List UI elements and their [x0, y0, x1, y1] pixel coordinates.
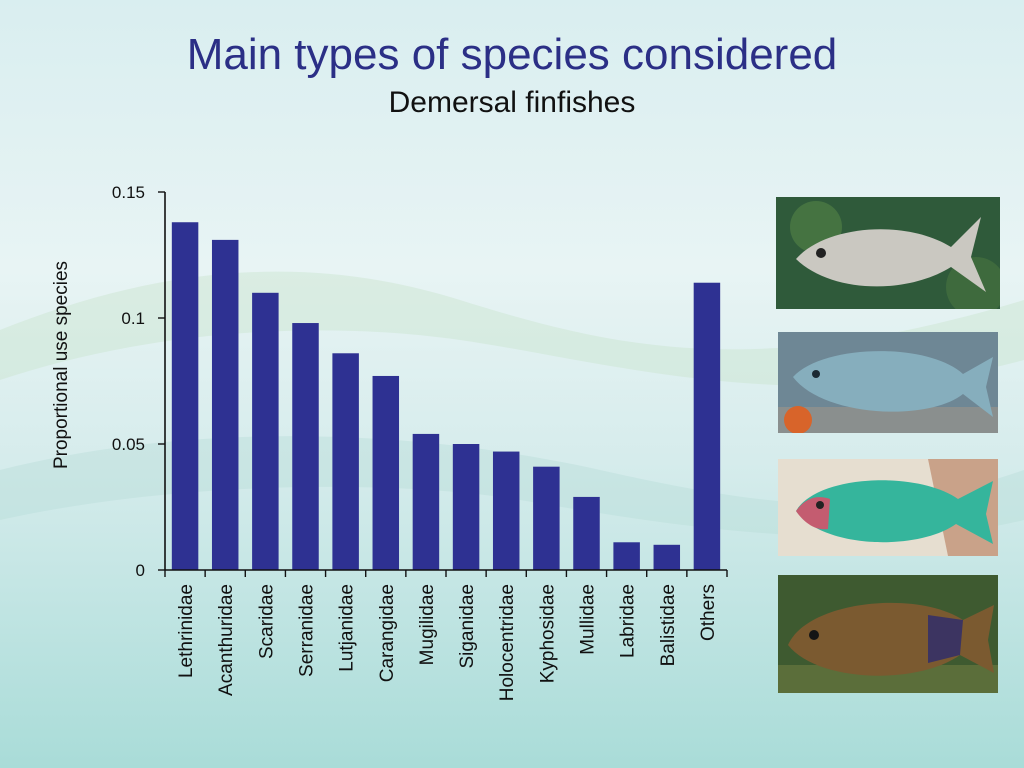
bar-labridae — [613, 542, 640, 570]
y-axis-label: Proportional use species — [51, 261, 72, 469]
bar-scaridae — [252, 292, 279, 570]
x-tick-label: Labridae — [618, 584, 639, 658]
x-tick-label: Kyphosidae — [537, 584, 558, 683]
bar-serranidae — [292, 323, 319, 570]
x-tick-label: Holocentridae — [497, 584, 518, 701]
slide-title: Main types of species considered — [186, 30, 838, 79]
x-tick-label: Lutjanidae — [337, 584, 358, 672]
bar-others — [693, 282, 721, 570]
bar-lutjanidae — [332, 353, 359, 570]
slide-subtitle: Demersal finfishes — [388, 86, 636, 119]
bar-kyphosidae — [533, 466, 560, 570]
x-tick-label: Mullidae — [578, 584, 599, 655]
y-tick-label: 0.1 — [121, 309, 145, 328]
emperor-fish-photo — [776, 197, 1000, 309]
x-tick-label: Others — [698, 584, 719, 641]
x-tick-label: Serranidae — [297, 584, 318, 677]
x-tick-label: Acanthuridae — [216, 584, 237, 696]
y-tick-label: 0.05 — [112, 435, 145, 454]
unicornfish-photo — [778, 332, 998, 433]
bar-mullidae — [573, 496, 600, 570]
bar-lethrinidae — [171, 222, 199, 571]
bar-balistidae — [653, 544, 681, 570]
bar-holocentridae — [492, 451, 520, 570]
y-tick-label: 0.15 — [112, 183, 145, 202]
x-tick-label: Balistidae — [658, 584, 679, 666]
parrotfish-photo — [778, 459, 998, 556]
bar-siganidae — [452, 444, 480, 570]
x-tick-label: Carangidae — [377, 584, 398, 682]
x-tick-label: Mugilidae — [417, 584, 438, 665]
x-tick-label: Scaridae — [256, 584, 277, 659]
bar-acanthuridae — [211, 239, 239, 570]
x-tick-label: Siganidae — [457, 584, 478, 669]
bar-carangidae — [372, 375, 400, 570]
bar-mugilidae — [412, 433, 440, 570]
grouper-photo — [778, 575, 998, 693]
x-tick-label: Lethrinidae — [176, 584, 197, 678]
y-tick-label: 0 — [136, 561, 145, 580]
